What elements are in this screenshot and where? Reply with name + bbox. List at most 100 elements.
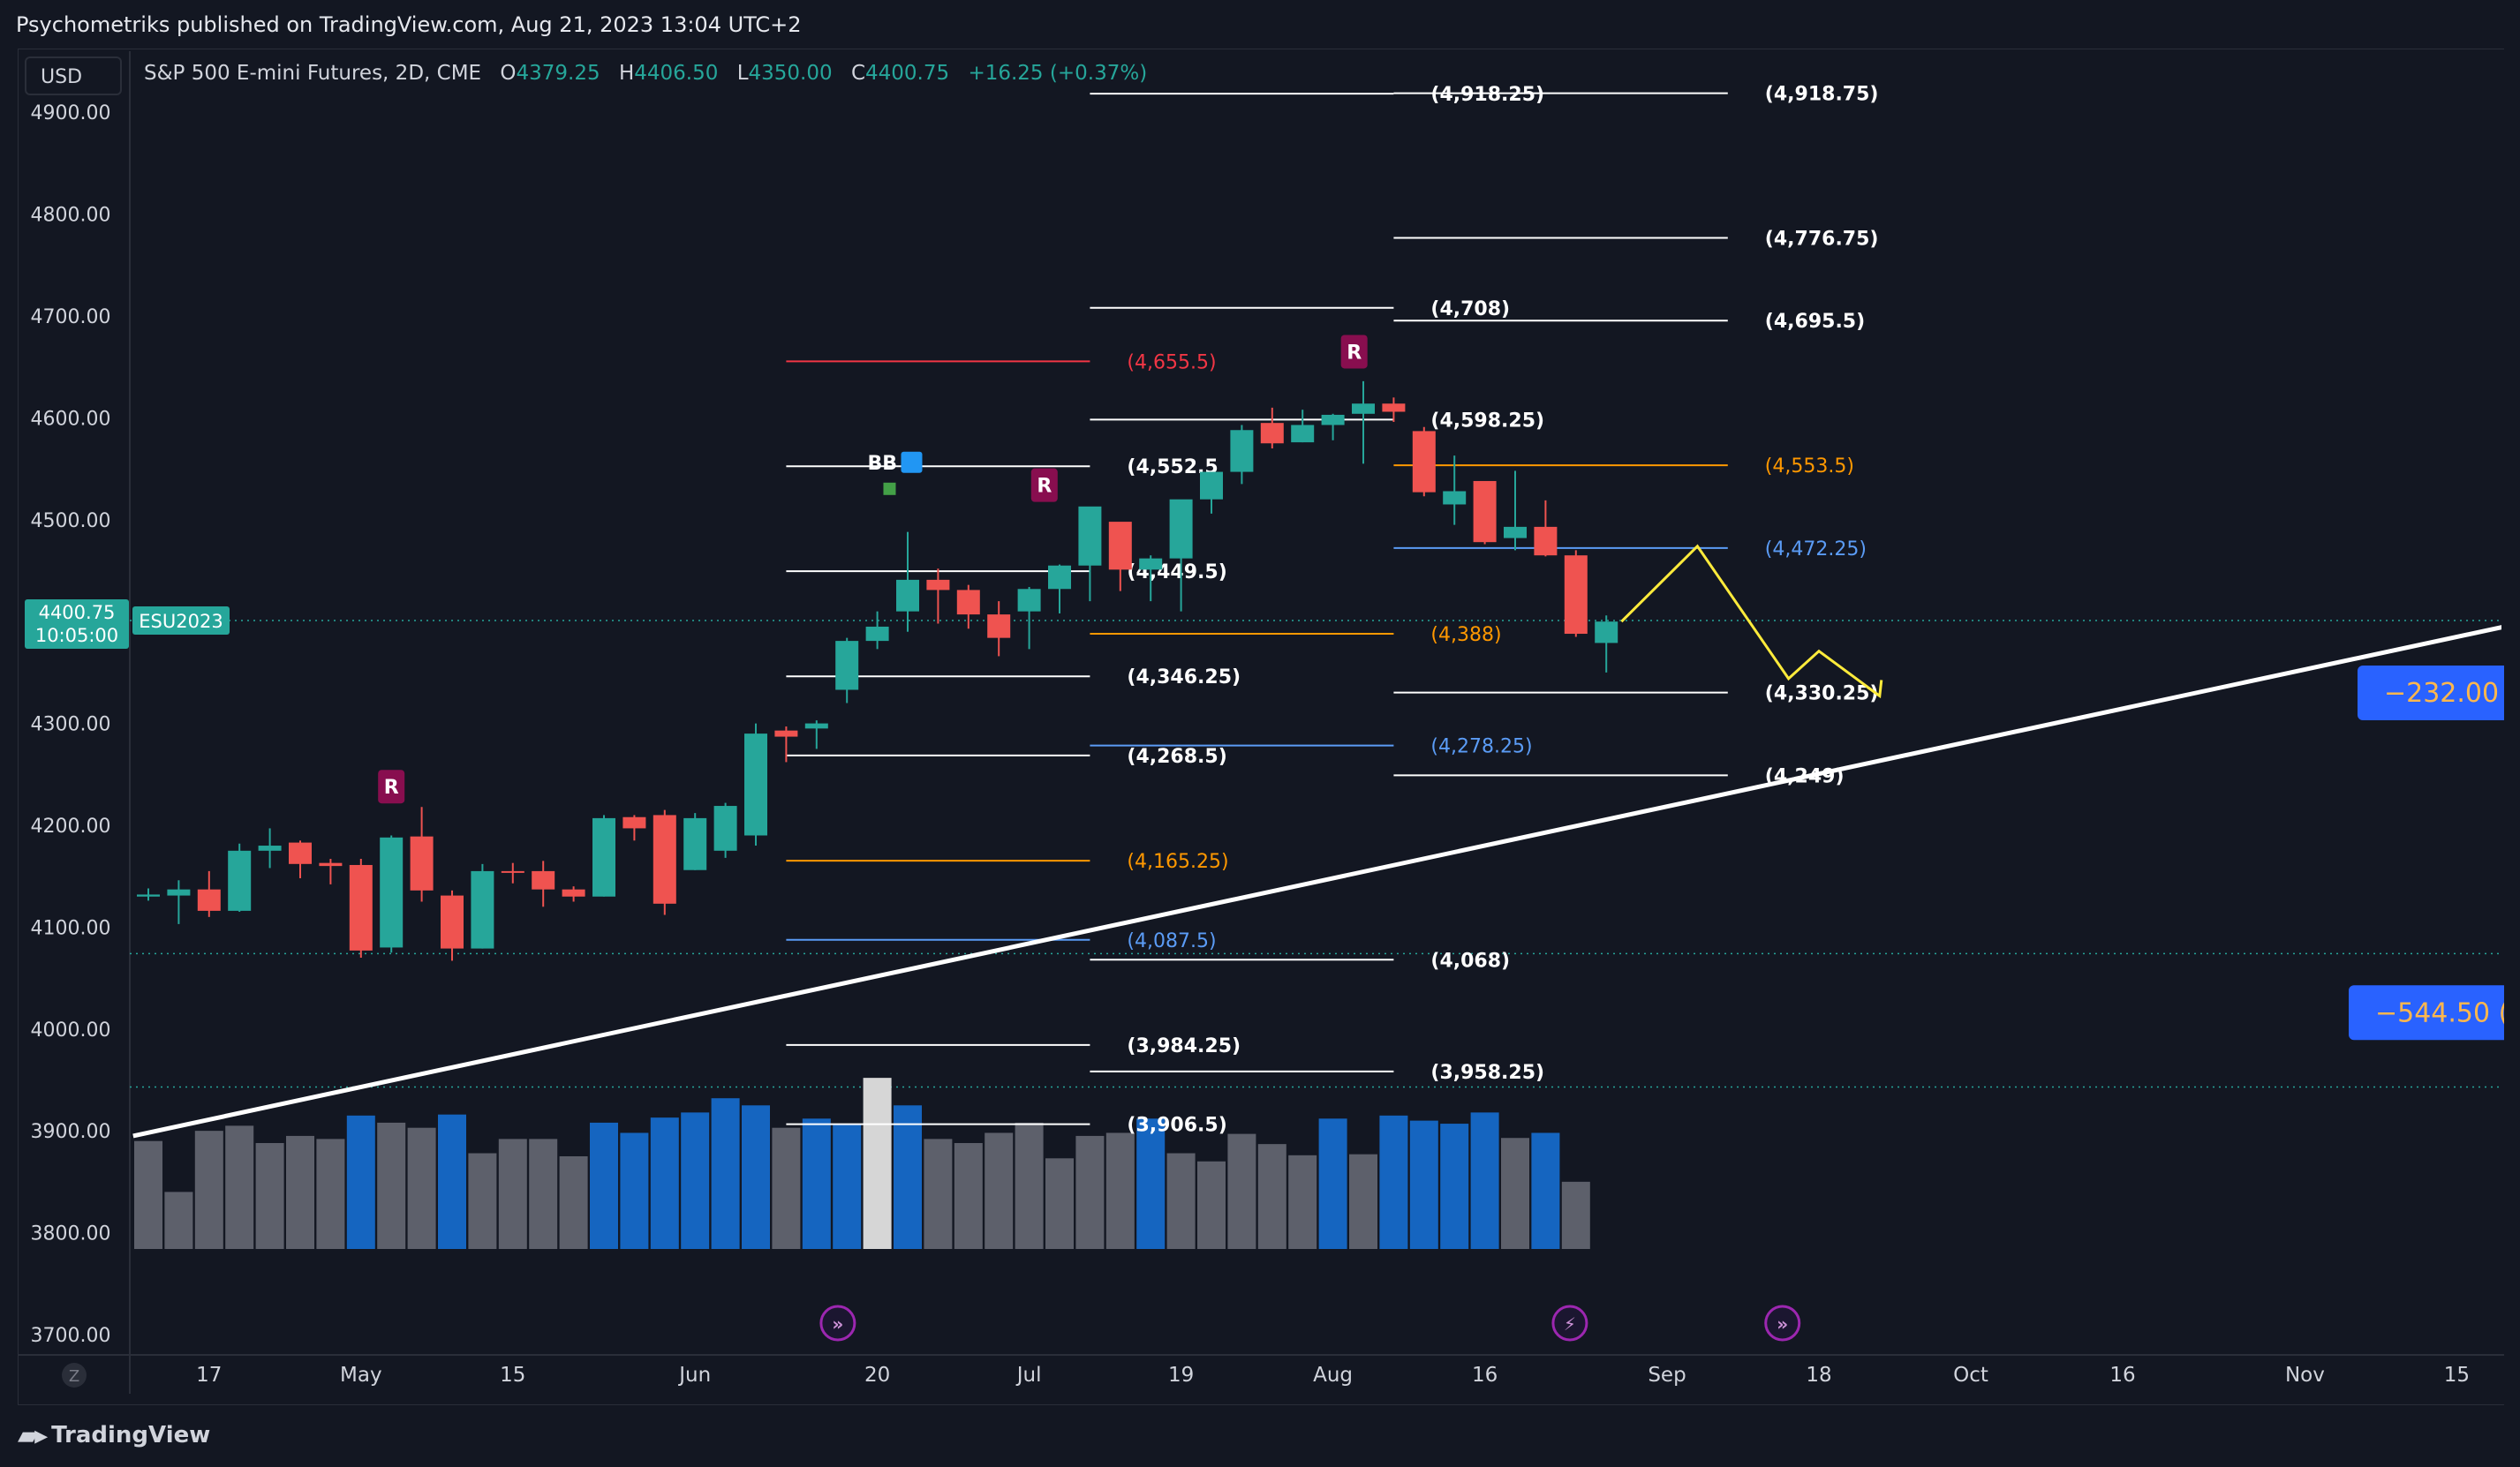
- level-label: (4,918.25): [1430, 84, 1544, 106]
- bb-arrow-icon: [901, 451, 923, 473]
- volume-bar: [742, 1105, 770, 1249]
- level-label: (4,553.5): [1765, 455, 1854, 478]
- candle-body: [835, 641, 859, 690]
- volume-bar: [1257, 1144, 1286, 1249]
- r-marker-badge: [1030, 468, 1058, 502]
- volume-bar: [1531, 1132, 1560, 1249]
- candle-body: [410, 836, 434, 891]
- candle-body: [1321, 414, 1345, 425]
- candle-body: [926, 579, 950, 591]
- last-price-tag: [25, 599, 129, 650]
- candle-body: [1078, 506, 1102, 566]
- volume-bar: [1440, 1124, 1469, 1249]
- bb-flag-icon: [883, 482, 896, 495]
- candle-body: [592, 817, 615, 897]
- volume-bar: [1501, 1138, 1529, 1249]
- dividend-arrow-icon-glyph: »: [832, 1313, 843, 1335]
- candle-body: [471, 870, 494, 949]
- timezone-icon: [62, 1363, 87, 1388]
- volume-bar: [407, 1127, 436, 1249]
- level-label: (4,278.25): [1430, 736, 1532, 758]
- candle-body: [804, 723, 828, 729]
- candle-body: [774, 730, 798, 737]
- x-tick-label: 19: [1168, 1364, 1194, 1387]
- level-label: (4,087.5): [1127, 930, 1216, 952]
- y-tick-label: 3700.00: [31, 1325, 111, 1347]
- volume-bar: [985, 1132, 1014, 1249]
- x-tick-label: Jun: [677, 1364, 711, 1387]
- high-value: 4406.50: [634, 62, 719, 85]
- volume-bar: [1318, 1118, 1347, 1249]
- ticker-label: ESU2023: [139, 611, 223, 632]
- candle-body: [228, 850, 252, 911]
- candle-body: [1443, 491, 1467, 505]
- candle-body: [380, 837, 404, 948]
- volume-bar: [1166, 1153, 1196, 1249]
- volume-bar: [924, 1139, 953, 1249]
- volume-bar: [1379, 1115, 1408, 1249]
- x-tick-label: May: [340, 1364, 382, 1387]
- candle-body: [532, 870, 555, 890]
- candle-body: [137, 894, 160, 897]
- volume-bar: [1288, 1155, 1317, 1249]
- level-label: (4,695.5): [1765, 311, 1865, 333]
- x-tick-label: Aug: [1313, 1364, 1353, 1387]
- candle-body: [1260, 423, 1284, 444]
- y-tick-label: 4700.00: [31, 306, 111, 328]
- volume-bar: [225, 1125, 254, 1249]
- candle-body: [653, 815, 676, 904]
- x-tick-label: Nov: [2285, 1364, 2325, 1387]
- r-marker-badge: [1340, 335, 1368, 369]
- last-price-value: 4400.75: [39, 602, 116, 623]
- bar-countdown: 10:05:00: [35, 625, 118, 646]
- volume-bar: [468, 1153, 497, 1249]
- candle-body: [744, 734, 767, 836]
- candle-body: [1291, 425, 1315, 443]
- candle-body: [1169, 499, 1193, 559]
- plot-area: (4,655.5)(4,552.5(4,449.5)(4,346.25)(4,2…: [130, 84, 2501, 1249]
- volume-bar: [377, 1122, 406, 1249]
- x-tick-label: Jul: [1015, 1364, 1042, 1387]
- y-tick-label: 4100.00: [31, 917, 111, 939]
- volume-bar: [1105, 1132, 1135, 1249]
- level-label: (4,708): [1430, 298, 1510, 320]
- volume-bar: [833, 1124, 862, 1249]
- lightning-icon: [1551, 1305, 1588, 1342]
- y-tick-label: 4800.00: [31, 205, 111, 227]
- volume-bar: [681, 1112, 710, 1249]
- candle-body: [258, 846, 282, 851]
- trendline: [132, 625, 2501, 1139]
- level-label: (4,346.25): [1127, 666, 1241, 688]
- measure-badge: [2349, 985, 2516, 1041]
- level-label: (4,330.25): [1765, 683, 1879, 705]
- candle-body: [865, 626, 889, 642]
- volume-bar: [802, 1118, 831, 1249]
- level-label: (3,906.5): [1127, 1115, 1226, 1137]
- timezone-icon-label: Z: [69, 1367, 79, 1386]
- y-tick-label: 4200.00: [31, 816, 111, 838]
- level-label: (4,388): [1430, 624, 1501, 646]
- level-label: (3,984.25): [1127, 1035, 1241, 1057]
- candle-body: [1382, 403, 1406, 412]
- candle-body: [349, 864, 373, 951]
- x-tick-label: 17: [196, 1364, 222, 1387]
- footer-brand[interactable]: TradingView: [51, 1422, 211, 1448]
- candle-body: [1017, 589, 1041, 612]
- volume-bar: [346, 1115, 375, 1249]
- y-tick-label: 4900.00: [31, 102, 111, 124]
- candle-body: [713, 806, 737, 851]
- y-tick-label: 3900.00: [31, 1121, 111, 1143]
- volume-bar: [255, 1142, 284, 1249]
- x-tick-label: 20: [864, 1364, 890, 1387]
- level-label: (4,472.25): [1765, 538, 1867, 560]
- footer: ▰▸ TradingView: [18, 1411, 210, 1460]
- volume-bar: [711, 1098, 740, 1249]
- candle-body: [896, 579, 919, 612]
- x-tick-label: 15: [500, 1364, 525, 1387]
- volume-bar: [954, 1142, 983, 1249]
- currency-button[interactable]: USD: [25, 56, 122, 95]
- r-marker-label: R: [384, 777, 399, 799]
- volume-bar: [1197, 1161, 1226, 1249]
- candle-body: [1595, 621, 1618, 643]
